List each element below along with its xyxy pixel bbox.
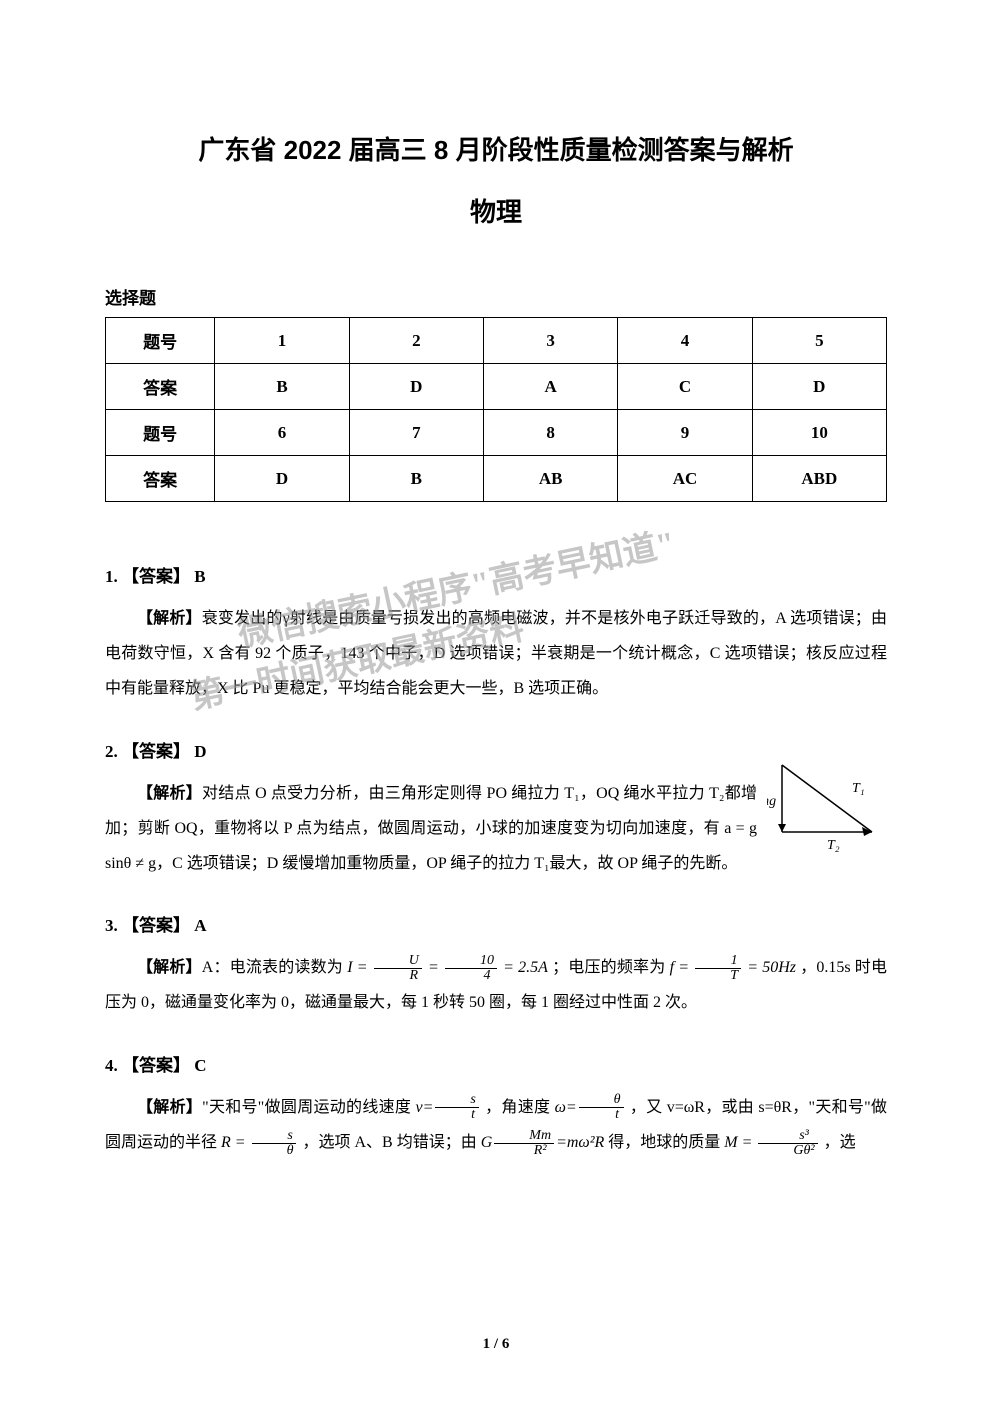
- table-cell: 3: [483, 318, 617, 364]
- question-header: 4. 【答案】 C: [105, 1051, 887, 1076]
- table-cell: B: [349, 456, 483, 502]
- table-row: 答案 D B AB AC ABD: [106, 456, 887, 502]
- text-part: 得，地球的质量: [608, 1134, 720, 1151]
- table-cell: 4: [618, 318, 752, 364]
- question-body: 【解析】A：电流表的读数为 I = UR = 104 = 2.5A ；电压的频率…: [105, 950, 887, 1020]
- question-header: 1. 【答案】 B: [105, 562, 887, 587]
- question-number: 3.: [105, 916, 118, 935]
- table-label: 答案: [106, 456, 215, 502]
- analysis-label: 【解析】: [137, 959, 202, 976]
- question-3: 3. 【答案】 A 【解析】A：电流表的读数为 I = UR = 104 = 2…: [105, 911, 887, 1020]
- answer-value: C: [194, 1056, 206, 1075]
- fraction: sθ: [252, 1129, 297, 1158]
- table-cell: ABD: [752, 456, 886, 502]
- table-cell: D: [752, 364, 886, 410]
- table-cell: 8: [483, 410, 617, 456]
- table-cell: A: [483, 364, 617, 410]
- answer-value: A: [194, 916, 206, 935]
- question-body: 【解析】"天和号"做圆周运动的线速度 v=st ，角速度 ω=θt ，又 v=ω…: [105, 1090, 887, 1160]
- table-row: 题号 6 7 8 9 10: [106, 410, 887, 456]
- text-part: ，选项 A、B 均错误；由: [302, 1134, 476, 1151]
- table-cell: 10: [752, 410, 886, 456]
- t1-label: T₁: [852, 781, 865, 796]
- table-cell: 7: [349, 410, 483, 456]
- text-part: ，选: [824, 1134, 856, 1151]
- analysis-label: 【解析】: [137, 610, 202, 627]
- question-number: 4.: [105, 1056, 118, 1075]
- formula: v=: [415, 1099, 433, 1116]
- text-part: ，角速度: [485, 1099, 550, 1116]
- answer-table: 题号 1 2 3 4 5 答案 B D A C D 题号 6 7 8 9 10 …: [105, 317, 887, 502]
- table-label: 题号: [106, 410, 215, 456]
- formula: f =: [670, 959, 694, 976]
- table-cell: AC: [618, 456, 752, 502]
- formula: I =: [347, 959, 372, 976]
- analysis-label: 【解析】: [137, 785, 202, 802]
- answer-value: D: [194, 742, 206, 761]
- fraction: s³Gθ²: [758, 1129, 817, 1158]
- table-cell: B: [215, 364, 349, 410]
- table-cell: D: [215, 456, 349, 502]
- fraction: UR: [374, 954, 422, 983]
- table-row: 题号 1 2 3 4 5: [106, 318, 887, 364]
- table-label: 答案: [106, 364, 215, 410]
- table-cell: D: [349, 364, 483, 410]
- question-1: 1. 【答案】 B 【解析】衰变发出的γ射线是由质量亏损发出的高频电磁波，并不是…: [105, 562, 887, 707]
- table-cell: 6: [215, 410, 349, 456]
- fraction: MmR²: [494, 1129, 554, 1158]
- fraction: θt: [579, 1093, 624, 1122]
- table-label: 题号: [106, 318, 215, 364]
- question-header: 3. 【答案】 A: [105, 911, 887, 936]
- table-cell: C: [618, 364, 752, 410]
- formula: ω=: [555, 1099, 577, 1116]
- title-main: 广东省 2022 届高三 8 月阶段性质量检测答案与解析: [105, 130, 887, 167]
- text-part: A：电流表的读数为: [202, 959, 343, 976]
- analysis-text: 对结点 O 点受力分析，由三角形定则得 PO 绳拉力 T₁，OQ 绳水平拉力 T…: [105, 785, 757, 872]
- question-2: 2. 【答案】 D mg T₁ T₂ 【解析】对结点 O 点受力分析，由三角形定…: [105, 737, 887, 882]
- formula: M =: [724, 1134, 756, 1151]
- answer-value: B: [194, 567, 205, 586]
- text-part: ；电压的频率为: [552, 959, 665, 976]
- title-sub: 物理: [105, 192, 887, 229]
- analysis-label: 【解析】: [137, 1099, 202, 1116]
- table-cell: 2: [349, 318, 483, 364]
- question-number: 1.: [105, 567, 118, 586]
- table-cell: AB: [483, 456, 617, 502]
- fraction: 104: [445, 954, 497, 983]
- formula: R =: [221, 1134, 250, 1151]
- answer-label: 【答案】: [122, 742, 190, 761]
- page-number: 1 / 6: [0, 1336, 992, 1353]
- answer-label: 【答案】: [122, 1056, 190, 1075]
- t2-label: T₂: [827, 838, 840, 852]
- section-header: 选择题: [105, 284, 887, 309]
- mg-label: mg: [767, 794, 776, 809]
- formula: G: [481, 1134, 493, 1151]
- table-row: 答案 B D A C D: [106, 364, 887, 410]
- table-cell: 1: [215, 318, 349, 364]
- question-body: 【解析】衰变发出的γ射线是由质量亏损发出的高频电磁波，并不是核外电子跃迁导致的，…: [105, 601, 887, 707]
- question-4: 4. 【答案】 C 【解析】"天和号"做圆周运动的线速度 v=st ，角速度 ω…: [105, 1051, 887, 1160]
- fraction: st: [435, 1093, 478, 1122]
- fraction: 1T: [695, 954, 741, 983]
- table-cell: 5: [752, 318, 886, 364]
- answer-label: 【答案】: [122, 567, 190, 586]
- analysis-text: 衰变发出的γ射线是由质量亏损发出的高频电磁波，并不是核外电子跃迁导致的，A 选项…: [105, 610, 887, 697]
- force-triangle-diagram: mg T₁ T₂: [767, 757, 887, 852]
- table-cell: 9: [618, 410, 752, 456]
- answer-label: 【答案】: [122, 916, 190, 935]
- question-number: 2.: [105, 742, 118, 761]
- text-part: "天和号"做圆周运动的线速度: [202, 1099, 411, 1116]
